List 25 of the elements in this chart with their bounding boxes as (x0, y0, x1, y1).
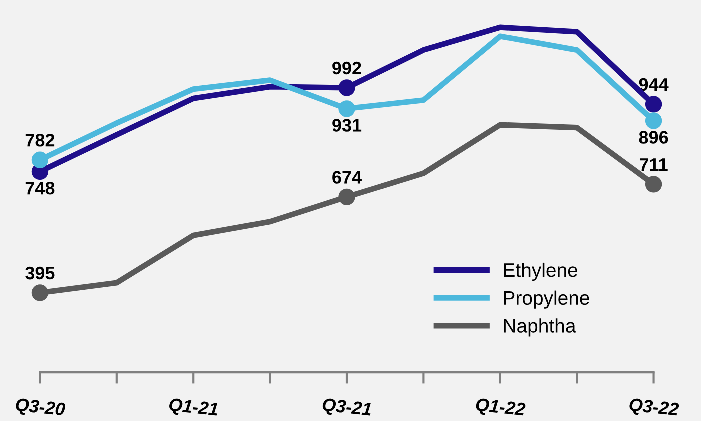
data-label: 992 (332, 62, 362, 75)
legend-label: Naphtha (504, 318, 576, 337)
legend-label: Propylene (504, 290, 590, 309)
data-label: 782 (26, 134, 55, 147)
data-label: 395 (26, 266, 55, 280)
data-label: 674 (332, 171, 362, 184)
point (645, 112, 662, 130)
point (645, 176, 662, 193)
point (338, 188, 356, 206)
point (32, 284, 49, 302)
point (645, 96, 662, 113)
data-label: 931 (332, 119, 362, 132)
data-label: 711 (640, 158, 668, 171)
data-label: 896 (639, 131, 668, 144)
x-tick-label: Q3-22 (628, 398, 680, 420)
x-tick-label: Q3-21 (322, 398, 372, 420)
x-tick-label: Q1-22 (475, 398, 526, 420)
data-label: 944 (639, 78, 669, 92)
point (338, 100, 356, 118)
point (338, 80, 356, 96)
data-label: 748 (26, 182, 55, 195)
x-tick-label: Q3-20 (15, 398, 66, 420)
legend-label: Ethylene (504, 262, 578, 282)
point (32, 152, 49, 168)
x-tick-label: Q1-21 (168, 398, 218, 420)
